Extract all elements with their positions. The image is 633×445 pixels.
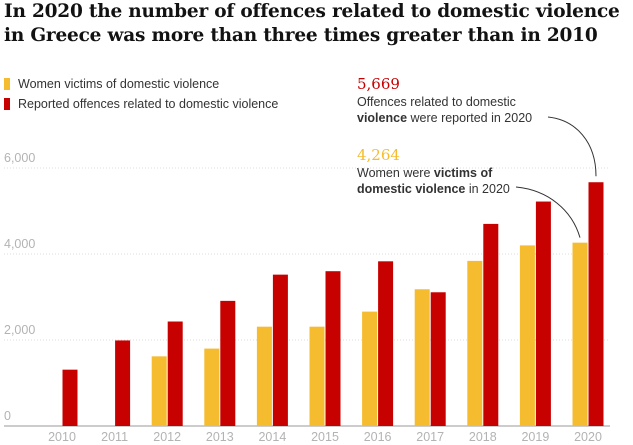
x-tick-label-2013: 2013 bbox=[206, 430, 234, 444]
annotation-victims-rest: in 2020 bbox=[465, 182, 510, 196]
y-tick-label-2000: 2,000 bbox=[4, 323, 35, 337]
annotation-victims-value: 4,264 bbox=[357, 146, 400, 164]
x-tick-label-2016: 2016 bbox=[364, 430, 392, 444]
bar-offences-2019 bbox=[535, 201, 551, 426]
bar-offences-2011 bbox=[115, 340, 131, 426]
annotation-connector-victims bbox=[515, 186, 581, 238]
bar-offences-2013 bbox=[220, 300, 236, 426]
bar-victims-2017 bbox=[414, 289, 430, 426]
bar-victims-2020 bbox=[572, 242, 588, 426]
annotation-offences-value: 5,669 bbox=[357, 75, 400, 93]
x-tick-label-2010: 2010 bbox=[48, 430, 76, 444]
x-tick-label-2020: 2020 bbox=[574, 430, 602, 444]
x-tick-label-2011: 2011 bbox=[101, 430, 128, 444]
bar-offences-2015 bbox=[325, 271, 341, 426]
legend-label-offences: Reported offences related to domestic vi… bbox=[18, 97, 279, 111]
annotation-offences-rest: were reported in 2020 bbox=[407, 111, 533, 125]
x-tick-label-2014: 2014 bbox=[258, 430, 286, 444]
y-tick-label-6000: 6,000 bbox=[4, 151, 35, 165]
bar-victims-2018 bbox=[467, 260, 483, 426]
legend-item-offences: Reported offences related to domestic vi… bbox=[4, 94, 278, 114]
bar-offences-2014 bbox=[272, 274, 288, 426]
annotation-victims-bold-b: domestic violence bbox=[357, 182, 466, 196]
bar-offences-2018 bbox=[483, 223, 499, 426]
annotation-offences-bold: violence bbox=[357, 111, 408, 125]
legend-item-victims: Women victims of domestic violence bbox=[4, 74, 278, 94]
chart-title: In 2020 the number of offences related t… bbox=[4, 1, 620, 46]
bar-offences-2016 bbox=[378, 261, 394, 426]
bar-offences-2010 bbox=[62, 369, 78, 426]
annotation-connector-offences bbox=[547, 116, 597, 177]
bar-victims-2012 bbox=[151, 356, 167, 426]
annotation-victims: 4,264 Women were victims of domestic vio… bbox=[357, 145, 510, 197]
x-tick-label-2018: 2018 bbox=[469, 430, 497, 444]
legend-swatch-offences bbox=[4, 98, 10, 110]
bar-victims-2014 bbox=[256, 326, 272, 426]
bar-victims-2015 bbox=[309, 326, 325, 426]
bar-offences-2020 bbox=[588, 182, 604, 426]
bar-victims-2016 bbox=[362, 311, 378, 426]
x-tick-label-2019: 2019 bbox=[521, 430, 549, 444]
annotation-victims-plain: Women were bbox=[357, 166, 434, 180]
annotation-offences-line1: Offences related to domestic bbox=[357, 95, 516, 109]
bar-victims-2013 bbox=[204, 348, 220, 426]
annotation-offences: 5,669 Offences related to domestic viole… bbox=[357, 74, 532, 126]
y-tick-label-4000: 4,000 bbox=[4, 237, 35, 251]
legend: Women victims of domestic violence Repor… bbox=[4, 74, 278, 114]
annotation-victims-bold-a: victims of bbox=[433, 166, 493, 180]
x-tick-label-2017: 2017 bbox=[416, 430, 444, 444]
x-tick-label-2012: 2012 bbox=[153, 430, 181, 444]
x-tick-label-2015: 2015 bbox=[311, 430, 339, 444]
bar-offences-2012 bbox=[167, 321, 183, 426]
bar-offences-2017 bbox=[430, 292, 446, 426]
y-tick-label-0: 0 bbox=[4, 409, 11, 423]
legend-swatch-victims bbox=[4, 78, 10, 90]
bar-victims-2019 bbox=[519, 245, 535, 426]
legend-label-victims: Women victims of domestic violence bbox=[18, 77, 220, 91]
